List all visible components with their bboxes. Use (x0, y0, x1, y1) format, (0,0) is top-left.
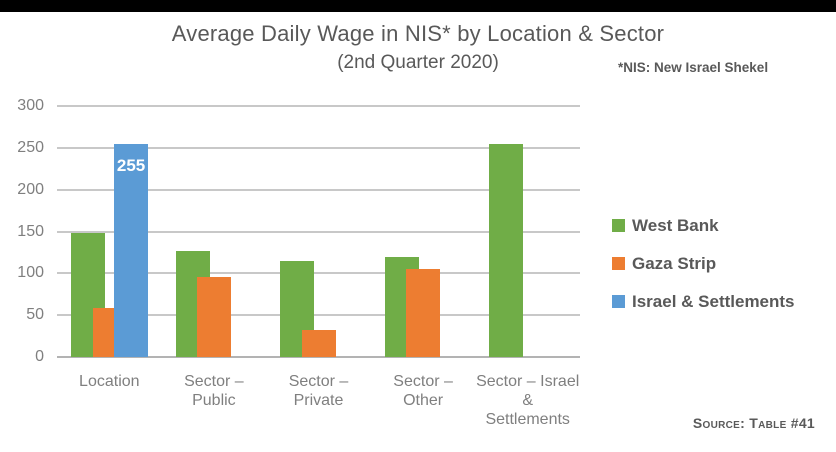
y-axis-tick-label-300: 300 (17, 97, 44, 114)
bar-israel-settlements-location (114, 143, 149, 357)
legend-item-israel-settlements: Israel & Settlements (612, 291, 795, 311)
gridline-y-250 (57, 146, 580, 149)
legend-swatch-icon (612, 295, 625, 308)
legend-label: Israel & Settlements (632, 291, 795, 311)
chart-subtitle: (2nd Quarter 2020) (337, 52, 499, 73)
x-axis-category-label-sector-other: Sector – Other (393, 373, 453, 409)
top-black-bar (0, 0, 836, 12)
legend-label: Gaza Strip (632, 253, 717, 273)
x-axis-category-label-sector-public: Sector – Public (184, 373, 244, 409)
gridline-y-50 (57, 314, 580, 317)
bar-west-bank-sector-israel-settlements (489, 144, 524, 357)
legend-swatch-icon (612, 219, 625, 232)
gridline-y-200 (57, 188, 580, 191)
nis-footnote: *NIS: New Israel Shekel (618, 60, 769, 75)
legend-swatch-icon (612, 257, 625, 270)
chart-title: Average Daily Wage in NIS* by Location &… (171, 21, 665, 46)
legend-label: West Bank (632, 215, 719, 235)
bar-gaza-strip-sector-other (406, 269, 441, 357)
gridline-y-0 (57, 356, 580, 358)
x-axis-category-label-location: Location (79, 373, 140, 390)
y-axis-tick-label-250: 250 (17, 138, 44, 156)
bar-gaza-strip-sector-public (197, 276, 232, 357)
legend-item-west-bank: West Bank (612, 215, 795, 235)
source-note: Source: Table #41 (692, 415, 815, 431)
plot-area: 255 (57, 105, 580, 358)
legend-item-gaza-strip: Gaza Strip (612, 253, 795, 273)
bar-gaza-strip-sector-private (301, 330, 336, 357)
y-axis-tick-label-0: 0 (35, 348, 44, 365)
gridline-y-100 (57, 272, 580, 275)
data-label-israel-settlements-location: 255 (116, 155, 146, 175)
y-axis-tick-label-150: 150 (17, 222, 44, 240)
chart-legend: West Bank Gaza Strip Israel & Settlements (612, 215, 795, 331)
y-axis-tick-label-200: 200 (17, 180, 44, 198)
x-axis-category-label-sector-israel-settlements: Sector – Israel & Settlements (476, 373, 580, 428)
gridline-y-300 (57, 105, 580, 107)
y-axis-tick-label-100: 100 (17, 264, 44, 282)
y-axis-tick-label-50: 50 (26, 306, 44, 324)
x-axis-category-label-sector-private: Sector – Private (288, 373, 349, 409)
gridline-y-150 (57, 230, 580, 233)
